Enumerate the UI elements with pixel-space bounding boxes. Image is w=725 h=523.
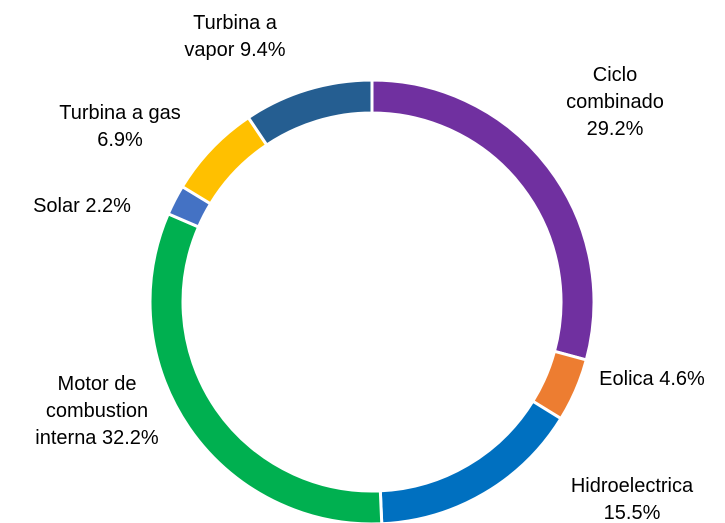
slice-label: Eolica 4.6%	[542, 366, 725, 393]
value-label: 9.4%	[240, 39, 286, 61]
donut-slice	[378, 399, 563, 523]
slice-label: Turbina a gas 6.9%	[45, 100, 195, 154]
value-label: 32.2%	[102, 427, 159, 449]
category-name: Motor de combustion interna	[35, 373, 149, 449]
category-name: Ciclo combinado	[566, 64, 664, 113]
category-name: Solar	[33, 195, 80, 217]
value-label: 6.9%	[97, 129, 143, 151]
category-name: Turbina a gas	[59, 102, 181, 124]
donut-slice	[180, 115, 269, 206]
slice-label: Turbina a vapor 9.4%	[169, 10, 301, 64]
category-name: Eolica	[599, 368, 654, 390]
category-name: Turbina a vapor	[184, 12, 277, 61]
category-name: Hidroelectrica	[570, 475, 694, 497]
donut-slice	[246, 78, 374, 148]
slice-label: Hidroelectrica 15.5%	[557, 473, 707, 523]
value-label: 15.5%	[603, 502, 661, 523]
value-label: 29.2%	[586, 118, 644, 140]
slice-label: Motor de combustion interna 32.2%	[15, 371, 180, 452]
slice-label: Solar 2.2%	[0, 193, 182, 220]
value-label: 4.6%	[659, 368, 705, 390]
donut-slice	[148, 211, 384, 523]
value-label: 2.2%	[85, 195, 131, 217]
slice-label: Ciclo combinado 29.2%	[559, 62, 671, 143]
